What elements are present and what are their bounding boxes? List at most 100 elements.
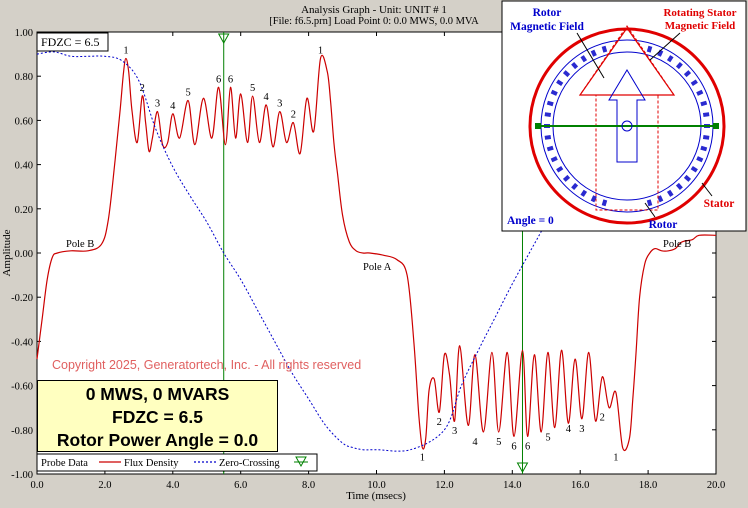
- y-tick-label: -1.00: [11, 470, 33, 481]
- rotor-label: Rotor: [649, 219, 678, 231]
- rotor-pointer: [644, 202, 656, 218]
- legend-zero-label: Zero-Crossing: [219, 458, 280, 469]
- stator-slot: [702, 112, 710, 118]
- stator-slot: [601, 45, 608, 53]
- stator-slot: [702, 134, 710, 140]
- stator-slot: [646, 45, 653, 53]
- stator-slot: [657, 195, 664, 203]
- axis-end-right: [713, 123, 719, 129]
- x-tick-label: 0.0: [30, 480, 43, 491]
- peak-label: 6: [228, 74, 233, 85]
- peak-label: 4: [170, 101, 176, 112]
- legend-title: Probe Data: [41, 458, 88, 469]
- peak-label: 1: [123, 46, 128, 57]
- peak-label: 3: [579, 424, 584, 435]
- legend-box: [36, 453, 318, 472]
- angle-label: Angle = 0: [507, 215, 554, 227]
- stator-slot: [696, 156, 704, 163]
- stator-slot: [700, 100, 708, 107]
- zero-crossing-line: [36, 49, 656, 452]
- y-tick-label: 0.40: [15, 161, 33, 172]
- stator-slot: [580, 189, 588, 197]
- stator-slot: [562, 174, 571, 182]
- peak-label: 4: [566, 424, 572, 435]
- stator-slot: [696, 89, 704, 96]
- stator-slot: [683, 70, 692, 78]
- stator-slot: [580, 55, 588, 63]
- y-tick-label: -0.20: [11, 293, 33, 304]
- peak-label: 6: [511, 441, 516, 452]
- peak-label: 2: [600, 413, 605, 424]
- file-info: [File: f6.5.prn] Load Point 0: 0.0 MWS, …: [269, 16, 479, 27]
- stator-slot: [571, 61, 579, 70]
- peak-label: 3: [277, 99, 282, 110]
- tick-labels: 0.0 2.0 4.0 6.0 8.0 10.0 12.0 14.0 16.0 18.0 20.0 -…: [11, 28, 725, 491]
- y-tick-label: 0.00: [15, 249, 33, 260]
- fdzc-box: [36, 32, 109, 52]
- y-axis-title: Amplitude: [1, 229, 13, 276]
- peak-label: 1: [318, 46, 323, 57]
- x-tick-label: 10.0: [367, 480, 385, 491]
- y-tick-label: 0.80: [15, 72, 33, 83]
- stator-slot: [657, 49, 664, 57]
- x-tick-label: 12.0: [435, 480, 453, 491]
- stator-field-pointer: [649, 32, 681, 61]
- stator-slot: [562, 70, 571, 78]
- peak-label: 4: [264, 92, 270, 103]
- generator-diagram: Rotor Magnetic Field Rotating Stator Mag…: [501, 0, 747, 232]
- stator-slot: [690, 79, 698, 87]
- peak-label: 1: [613, 452, 618, 463]
- peak-label: 4: [472, 437, 478, 448]
- stator-slot: [675, 61, 683, 70]
- rotor-center: [621, 120, 633, 132]
- operating-point-box: 0 MWS, 0 MVARS FDZC = 6.5 Rotor Power An…: [37, 380, 278, 452]
- x-tick-label: 2.0: [98, 480, 111, 491]
- rotor-field-label-2: Magnetic Field: [510, 21, 584, 33]
- stator-slot: [550, 89, 558, 96]
- x-tick-label: 6.0: [234, 480, 247, 491]
- pole-b-left-label: Pole B: [66, 239, 94, 250]
- peak-label: 3: [155, 99, 160, 110]
- stator-slot: [544, 134, 552, 140]
- flux-density-line: [36, 54, 717, 452]
- x-tick-label: 4.0: [166, 480, 179, 491]
- peak-label: 6: [216, 74, 221, 85]
- x-tick-label: 20.0: [707, 480, 725, 491]
- stator-slot: [571, 182, 579, 191]
- probe-marker-bottom: [516, 462, 529, 474]
- x-tick-label: 8.0: [302, 480, 315, 491]
- pole-b-right-label: Pole B: [663, 239, 691, 250]
- y-tick-label: -0.80: [11, 426, 33, 437]
- rotor-field-pointer: [576, 32, 605, 79]
- info-line-2: FDZC = 6.5: [112, 407, 203, 427]
- peak-label: 6: [525, 441, 530, 452]
- pole-a-label: Pole A: [363, 262, 392, 273]
- peak-label: 3: [452, 426, 457, 437]
- x-tick-label: 18.0: [639, 480, 657, 491]
- legend-marker-icon: [294, 456, 308, 468]
- stator-slot: [683, 174, 692, 182]
- peak-label: 5: [250, 83, 255, 94]
- info-line-1: 0 MWS, 0 MVARS: [85, 384, 230, 404]
- stator-slot: [544, 112, 552, 118]
- stator-pointer: [701, 182, 713, 197]
- stator-field-label-1: Rotating Stator: [663, 7, 736, 19]
- peak-label: 2: [140, 83, 145, 94]
- stator-slot: [546, 145, 554, 152]
- stator-label: Stator: [704, 198, 735, 210]
- peak-label: 1: [420, 452, 425, 463]
- info-line-3: Rotor Power Angle = 0.0: [56, 430, 259, 450]
- chart-title: Analysis Graph - Unit: UNIT # 1: [301, 4, 447, 16]
- y-tick-label: 1.00: [15, 28, 33, 39]
- legend-flux-label: Flux Density: [124, 458, 179, 469]
- axis-end-left: [535, 123, 541, 129]
- stator-slot: [556, 165, 564, 173]
- stator-slot: [550, 156, 558, 163]
- peak-label: 5: [185, 88, 190, 99]
- fdzc-label: FDZC = 6.5: [41, 35, 99, 49]
- y-tick-label: 0.60: [15, 116, 33, 127]
- probe-marker-top: [217, 33, 230, 45]
- x-tick-label: 14.0: [503, 480, 521, 491]
